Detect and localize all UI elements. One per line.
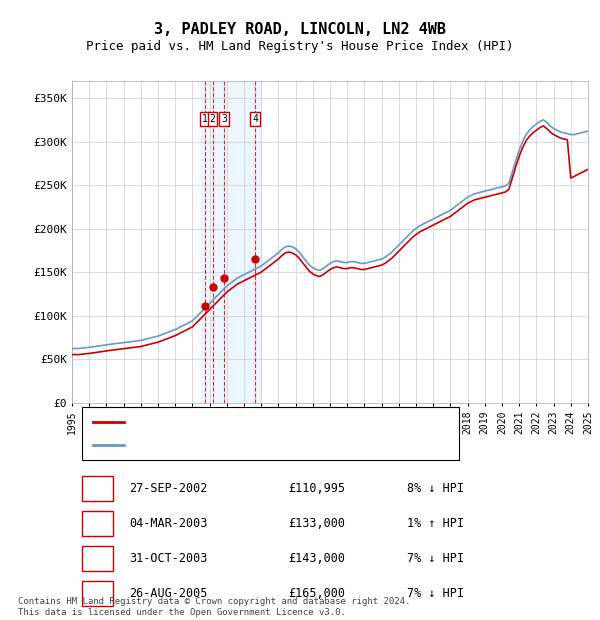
- Bar: [201, 81, 261, 402]
- FancyBboxPatch shape: [82, 581, 113, 606]
- Text: 7% ↓ HPI: 7% ↓ HPI: [407, 552, 464, 565]
- Text: £165,000: £165,000: [289, 587, 346, 600]
- FancyBboxPatch shape: [82, 407, 459, 460]
- Text: £110,995: £110,995: [289, 482, 346, 495]
- Text: Price paid vs. HM Land Registry's House Price Index (HPI): Price paid vs. HM Land Registry's House …: [86, 40, 514, 53]
- Text: 27-SEP-2002: 27-SEP-2002: [129, 482, 207, 495]
- Text: 1: 1: [202, 114, 208, 124]
- Text: HPI: Average price, detached house, Lincoln: HPI: Average price, detached house, Linc…: [134, 440, 403, 450]
- FancyBboxPatch shape: [82, 512, 113, 536]
- Text: 3, PADLEY ROAD, LINCOLN, LN2 4WB (detached house): 3, PADLEY ROAD, LINCOLN, LN2 4WB (detach…: [134, 417, 440, 427]
- Text: 1% ↑ HPI: 1% ↑ HPI: [407, 517, 464, 530]
- Text: 4: 4: [252, 114, 258, 124]
- Text: Contains HM Land Registry data © Crown copyright and database right 2024.
This d: Contains HM Land Registry data © Crown c…: [18, 598, 410, 617]
- Text: 1: 1: [94, 482, 101, 495]
- Text: £133,000: £133,000: [289, 517, 346, 530]
- Text: 04-MAR-2003: 04-MAR-2003: [129, 517, 207, 530]
- Text: 26-AUG-2005: 26-AUG-2005: [129, 587, 207, 600]
- FancyBboxPatch shape: [82, 476, 113, 501]
- Text: 2: 2: [94, 517, 101, 530]
- Text: 8% ↓ HPI: 8% ↓ HPI: [407, 482, 464, 495]
- Text: 2: 2: [209, 114, 215, 124]
- Text: 31-OCT-2003: 31-OCT-2003: [129, 552, 207, 565]
- Text: 4: 4: [94, 587, 101, 600]
- FancyBboxPatch shape: [82, 546, 113, 571]
- Text: £143,000: £143,000: [289, 552, 346, 565]
- Text: 3: 3: [221, 114, 227, 124]
- Text: 3: 3: [94, 552, 101, 565]
- Text: 3, PADLEY ROAD, LINCOLN, LN2 4WB: 3, PADLEY ROAD, LINCOLN, LN2 4WB: [154, 22, 446, 37]
- Text: 7% ↓ HPI: 7% ↓ HPI: [407, 587, 464, 600]
